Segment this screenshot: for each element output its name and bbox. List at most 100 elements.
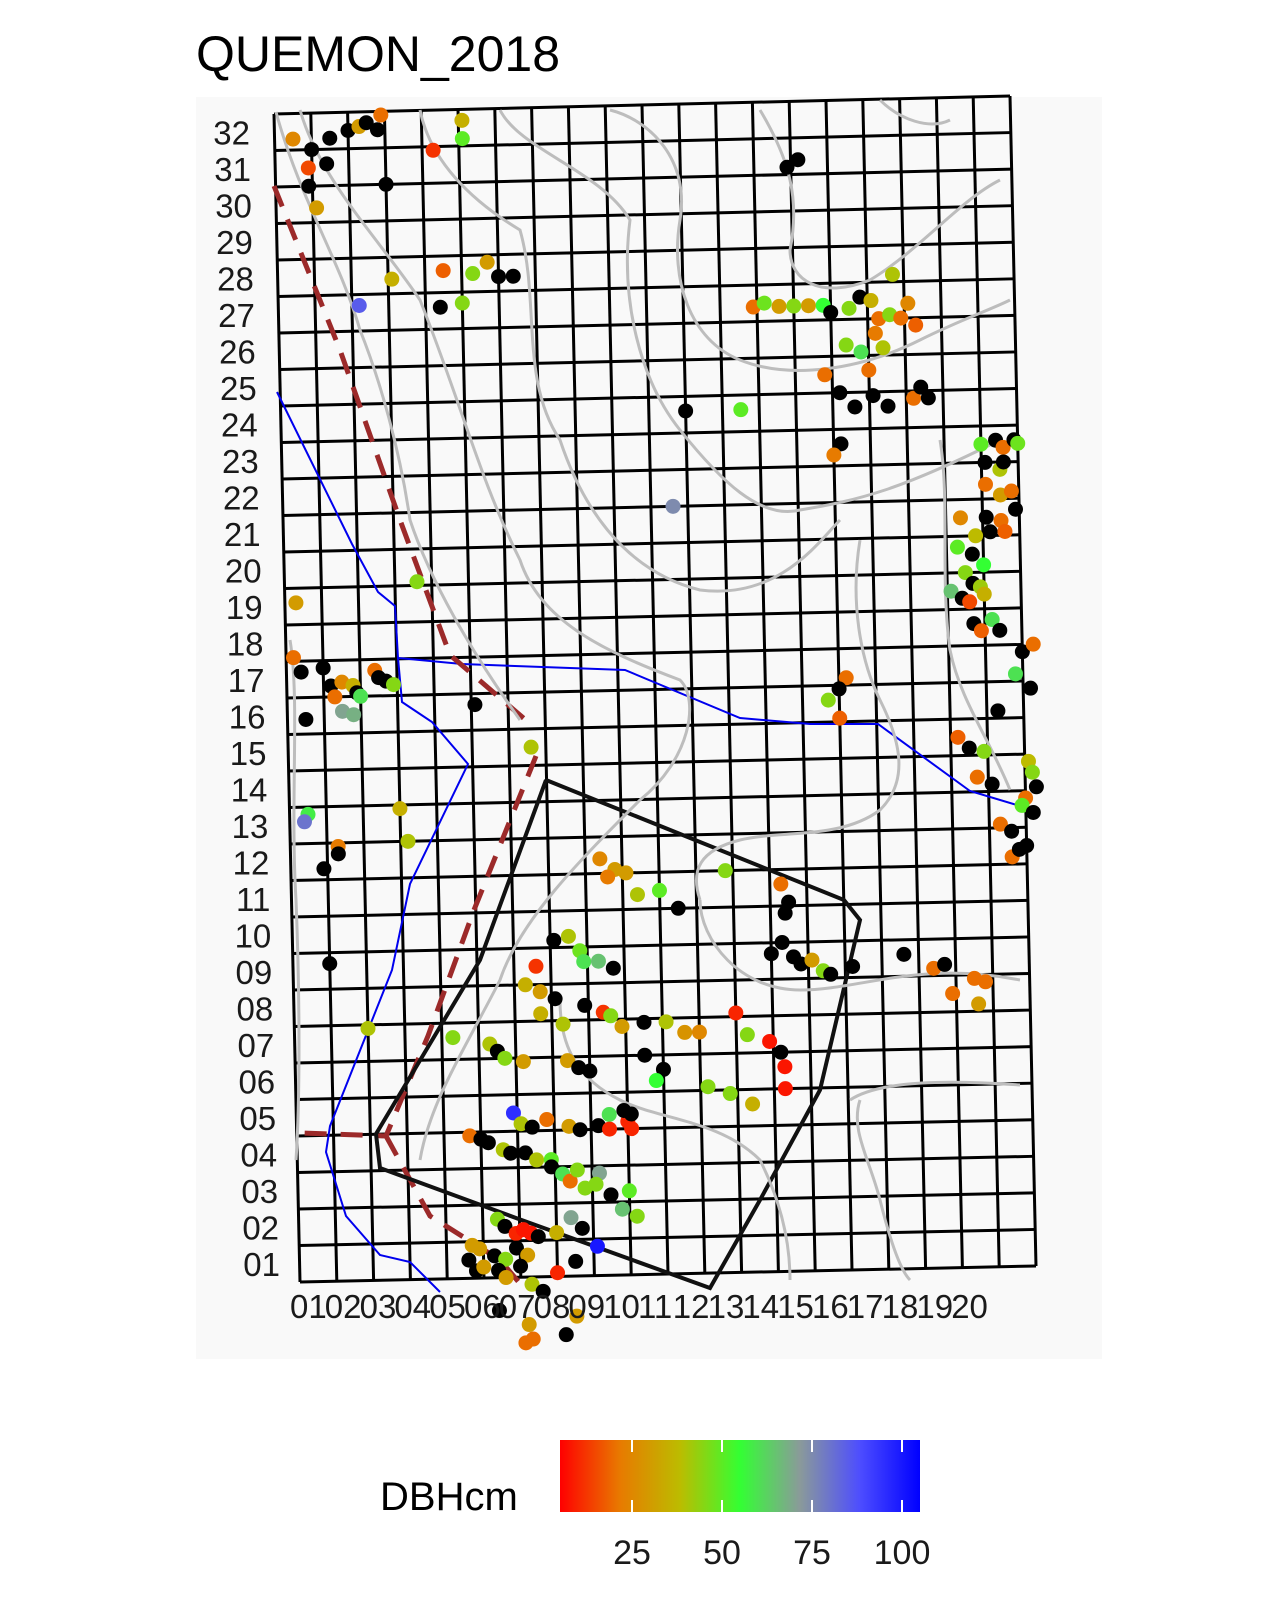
tree-point — [373, 107, 389, 123]
dead-tree-point — [301, 178, 317, 194]
dead-tree-point — [574, 1220, 590, 1236]
x-tick-label: 15 — [777, 1288, 814, 1325]
dead-tree-point — [491, 269, 507, 285]
tree-point — [722, 1086, 738, 1102]
y-tick-label: 08 — [237, 990, 274, 1027]
dead-tree-point — [322, 130, 338, 146]
tree-point — [971, 996, 987, 1012]
dead-tree-point — [823, 966, 839, 982]
y-tick-label: 02 — [242, 1209, 279, 1246]
dead-tree-point — [1028, 779, 1044, 795]
grid-line-h — [297, 1154, 1034, 1174]
tree-point — [592, 851, 608, 867]
tree-point — [995, 439, 1011, 455]
tree-point — [893, 310, 909, 326]
tree-point — [472, 1241, 488, 1257]
tree-point — [539, 1112, 555, 1128]
legend-ticks: 25 50 75 100 — [613, 1440, 930, 1572]
tree-point — [454, 295, 470, 311]
dead-tree-point — [678, 403, 694, 419]
tree-point — [949, 539, 965, 555]
tree-point — [756, 295, 772, 311]
tree-point — [867, 325, 883, 341]
legend-tick-label: 25 — [613, 1534, 651, 1572]
y-tick-label: 15 — [230, 735, 267, 772]
tree-point — [603, 1008, 619, 1024]
legend-tick-label: 50 — [703, 1534, 741, 1572]
dead-tree-point — [1014, 644, 1030, 660]
y-tick-label: 14 — [231, 771, 268, 808]
tree-point — [476, 1259, 492, 1275]
grid-line-h — [273, 94, 1011, 116]
y-tick-label: 10 — [235, 917, 272, 954]
tree-point — [651, 882, 667, 898]
dead-tree-point — [546, 932, 562, 948]
tree-point — [454, 112, 470, 128]
tree-point — [908, 317, 924, 333]
dead-tree-point — [833, 436, 849, 452]
grid-line-h — [282, 496, 1019, 517]
grid-line-h — [276, 204, 1013, 225]
x-tick-label: 13 — [708, 1288, 745, 1325]
grid-line-h — [281, 423, 1018, 444]
legend-tick-label: 100 — [874, 1534, 931, 1572]
tree-point — [900, 295, 916, 311]
y-tick-label: 20 — [225, 552, 262, 589]
tree-point — [1003, 483, 1019, 499]
y-tick-label: 21 — [224, 516, 261, 553]
tree-point — [648, 1073, 664, 1089]
dead-tree-point — [1008, 501, 1024, 517]
dead-tree-point — [293, 664, 309, 680]
y-tick-label: 04 — [240, 1136, 277, 1173]
grid-line-h — [296, 1118, 1033, 1138]
dead-tree-point — [790, 152, 806, 168]
tree-point — [588, 1176, 604, 1192]
dead-tree-point — [547, 991, 563, 1007]
dead-tree-point — [319, 156, 335, 172]
tree-point — [288, 595, 304, 611]
tree-point — [950, 729, 966, 745]
dead-tree-point — [774, 934, 790, 950]
dead-tree-point — [984, 776, 1000, 792]
y-tick-label: 26 — [219, 333, 256, 370]
tree-point — [385, 677, 401, 693]
tree-point — [563, 1210, 579, 1226]
tree-point — [602, 1121, 618, 1137]
y-tick-label: 28 — [217, 260, 254, 297]
tree-point — [973, 436, 989, 452]
dead-tree-point — [978, 509, 994, 525]
tree-point — [733, 402, 749, 418]
tree-point — [590, 953, 606, 969]
legend-tick-label: 75 — [793, 1534, 831, 1572]
dead-tree-point — [823, 304, 839, 320]
dead-tree-point — [636, 1014, 652, 1030]
tree-point — [1024, 764, 1040, 780]
tree-point — [800, 298, 816, 314]
dead-tree-point — [358, 115, 374, 131]
grid-line-h — [291, 898, 1028, 919]
tree-point — [309, 200, 325, 216]
tree-point — [863, 293, 879, 309]
tree-point — [943, 583, 959, 599]
tree-point — [569, 1162, 585, 1178]
dead-tree-point — [779, 159, 795, 175]
dead-tree-point — [480, 1135, 496, 1151]
dead-tree-point — [1004, 823, 1020, 839]
y-tick-label: 13 — [232, 808, 269, 845]
dead-tree-point — [937, 956, 953, 972]
x-tick-label: 04 — [394, 1288, 431, 1325]
dead-tree-point — [777, 905, 793, 921]
y-tick-label: 05 — [239, 1100, 276, 1137]
tree-point — [576, 954, 592, 970]
y-tick-label: 01 — [243, 1246, 280, 1283]
dead-tree-point — [503, 1145, 519, 1161]
tree-point — [562, 1173, 578, 1189]
tree-point — [600, 869, 616, 885]
tree-point — [700, 1079, 716, 1095]
x-tick-label: 11 — [638, 1288, 672, 1325]
tree-point — [1007, 666, 1023, 682]
tree-point — [624, 1121, 640, 1137]
y-tick-label: 07 — [237, 1027, 274, 1064]
